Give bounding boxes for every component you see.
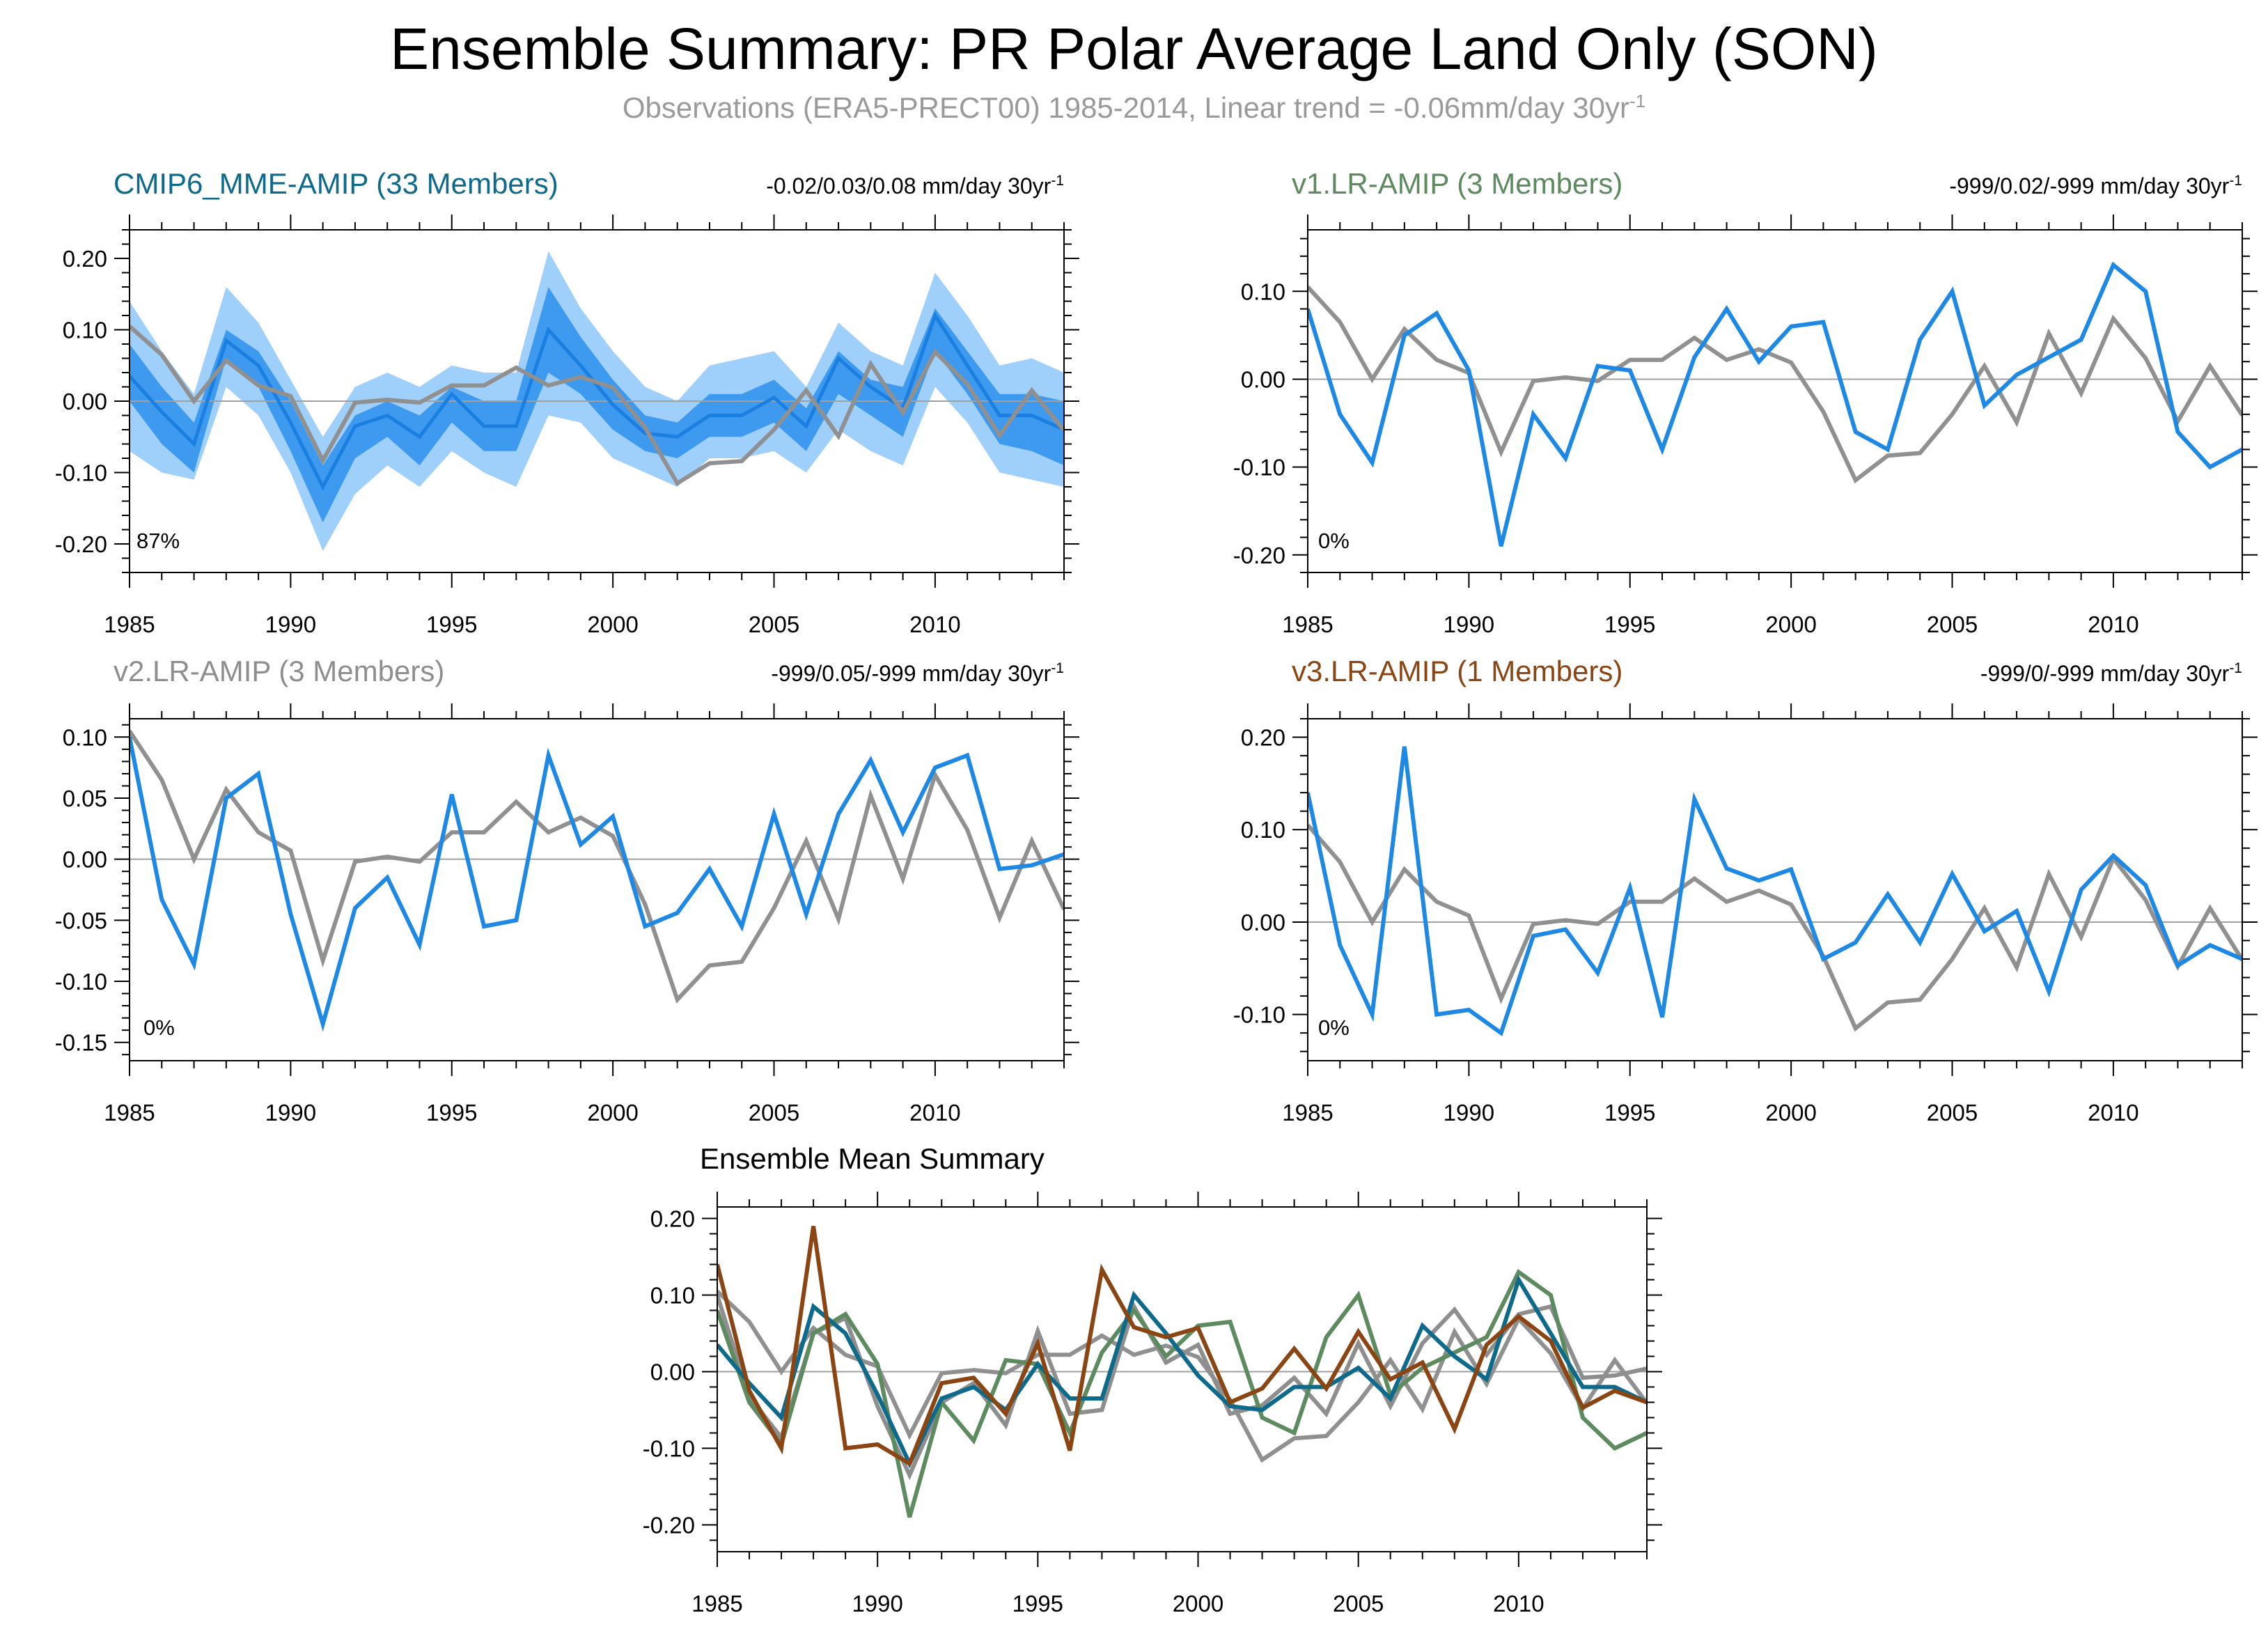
plot-frame xyxy=(1307,229,2243,573)
x-tick-label: 1990 xyxy=(852,1591,902,1616)
x-tick-label: 1995 xyxy=(426,1100,477,1125)
x-tick-label: 2000 xyxy=(587,611,638,637)
figure-subtitle: Observations (ERA5-PRECT00) 1985-2014, L… xyxy=(0,91,2268,125)
percent-label-cmip6: 87% xyxy=(136,529,180,553)
plot-frame xyxy=(1307,718,2243,1061)
x-tick-label: 2000 xyxy=(1173,1591,1223,1616)
y-tick-label: 0.05 xyxy=(63,786,107,811)
plot-area-v1 xyxy=(1308,261,2242,547)
x-tick-label: 2000 xyxy=(1765,1100,1816,1125)
panel-title-cmip6: CMIP6_MME-AMIP (33 Members) xyxy=(114,167,558,200)
figure-title: Ensemble Summary: PR Polar Average Land … xyxy=(390,16,1878,81)
series-line-cmip6-mme-amip xyxy=(717,1275,1647,1469)
x-tick-label: 2010 xyxy=(909,1100,960,1125)
subtitle-superscript: -1 xyxy=(1629,91,1646,111)
series-line-ensemble-mean xyxy=(130,311,1064,491)
x-tick-label: 2000 xyxy=(587,1100,638,1125)
chart-panel-cmip6: CMIP6_MME-AMIP (33 Members) -0.02/0.03/0.… xyxy=(55,167,1079,637)
x-tick-label: 1990 xyxy=(265,1100,316,1125)
x-tick-label: 2010 xyxy=(2088,1100,2138,1125)
plot-area-v3 xyxy=(1308,746,2242,1037)
x-tick-label: 2005 xyxy=(749,611,799,637)
y-tick-label: 0.00 xyxy=(1241,366,1285,392)
series-line-v1-lr-amip xyxy=(717,1268,1647,1518)
y-tick-label: 0.10 xyxy=(63,724,107,750)
x-tick-label: 1985 xyxy=(691,1591,742,1616)
x-tick-label: 1985 xyxy=(104,1100,155,1125)
x-tick-label: 1995 xyxy=(1012,1591,1063,1616)
x-tick-label: 1990 xyxy=(265,611,316,637)
x-tick-label: 2010 xyxy=(2088,611,2138,637)
y-tick-label: 0.20 xyxy=(63,246,107,272)
x-tick-label: 2000 xyxy=(1765,611,1816,637)
x-tick-label: 2005 xyxy=(749,1100,799,1125)
y-tick-label: 0.00 xyxy=(1241,910,1285,935)
y-tick-label: -0.05 xyxy=(55,907,107,933)
plot-area-cmip6 xyxy=(130,251,1064,552)
percent-label-v2: 0% xyxy=(143,1015,175,1040)
chart-panel-v2: v2.LR-AMIP (3 Members) -999/0.05/-999 mm/… xyxy=(55,655,1079,1125)
y-tick-label: -0.20 xyxy=(643,1513,695,1538)
x-tick-label: 1985 xyxy=(1282,611,1333,637)
x-tick-label: 2005 xyxy=(1333,1591,1384,1616)
x-tick-label: 2010 xyxy=(909,611,960,637)
plot-frame xyxy=(717,1206,1648,1552)
y-tick-label: -0.10 xyxy=(1233,1002,1285,1028)
series-line-observations xyxy=(1308,823,2242,1032)
panel-title-summary: Ensemble Mean Summary xyxy=(700,1142,1045,1175)
y-tick-label: 0.10 xyxy=(650,1283,695,1309)
trend-label-v2: -999/0.05/-999 mm/day 30yr-1 xyxy=(771,660,1064,686)
series-line-observations xyxy=(1308,285,2242,484)
x-tick-label: 1990 xyxy=(1444,611,1494,637)
plot-area-summary xyxy=(717,1226,1647,1518)
trend-label-v1: -999/0.02/-999 mm/day 30yr-1 xyxy=(1949,173,2242,198)
y-tick-label: 0.10 xyxy=(1241,817,1285,843)
y-tick-label: 0.00 xyxy=(650,1359,695,1385)
y-tick-label: -0.20 xyxy=(55,531,107,557)
y-tick-label: 0.00 xyxy=(63,389,107,414)
x-tick-label: 1985 xyxy=(104,611,155,637)
x-tick-label: 1995 xyxy=(1604,611,1655,637)
y-tick-label: -0.15 xyxy=(55,1030,107,1056)
percent-label-v1: 0% xyxy=(1318,529,1350,553)
y-tick-label: 0.10 xyxy=(1241,279,1285,304)
series-line-v1-lr-amip xyxy=(1308,261,2242,547)
trend-label-v3: -999/0/-999 mm/day 30yr-1 xyxy=(1980,660,2242,686)
y-tick-label: -0.10 xyxy=(1233,455,1285,481)
y-tick-label: -0.10 xyxy=(55,460,107,486)
y-tick-label: -0.10 xyxy=(55,969,107,995)
series-line-v3-lr-amip xyxy=(1308,746,2242,1037)
x-tick-label: 1990 xyxy=(1444,1100,1494,1125)
chart-panel-v1: v1.LR-AMIP (3 Members) -999/0.02/-999 mm/… xyxy=(1233,167,2258,637)
x-tick-label: 1995 xyxy=(426,611,477,637)
x-tick-label: 2005 xyxy=(1927,1100,1978,1125)
y-tick-label: 0.00 xyxy=(63,847,107,873)
panel-title-v3: v3.LR-AMIP (1 Members) xyxy=(1292,655,1622,687)
series-line-observations xyxy=(130,729,1064,1004)
x-tick-label: 2010 xyxy=(1493,1591,1544,1616)
series-line-v3-lr-amip xyxy=(717,1226,1647,1467)
x-tick-label: 1985 xyxy=(1282,1100,1333,1125)
subtitle-text: Observations (ERA5-PRECT00) 1985-2014, L… xyxy=(622,91,1630,124)
y-tick-label: 0.10 xyxy=(63,318,107,343)
x-tick-label: 1995 xyxy=(1604,1100,1655,1125)
panel-title-v2: v2.LR-AMIP (3 Members) xyxy=(114,655,444,687)
trend-label-cmip6: -0.02/0.03/0.08 mm/day 30yr-1 xyxy=(766,173,1064,198)
y-tick-label: 0.20 xyxy=(650,1206,695,1232)
plot-frame xyxy=(129,718,1065,1061)
spread-band-inner xyxy=(130,287,1064,523)
series-line-v2-lr-amip xyxy=(130,736,1064,1032)
chart-panel-summary: Ensemble Mean Summary 1985 1990 1995 2000 200… xyxy=(643,1142,1662,1616)
x-tick-label: 2005 xyxy=(1927,611,1978,637)
chart-panel-v3: v3.LR-AMIP (1 Members) -999/0/-999 mm/day… xyxy=(1233,655,2258,1125)
y-tick-label: 0.20 xyxy=(1241,725,1285,751)
y-tick-label: -0.20 xyxy=(1233,543,1285,568)
series-line-observations xyxy=(130,325,1064,487)
y-tick-label: -0.10 xyxy=(643,1436,695,1462)
percent-label-v3: 0% xyxy=(1318,1015,1350,1040)
plot-area-v2 xyxy=(130,729,1064,1032)
panel-title-v1: v1.LR-AMIP (3 Members) xyxy=(1292,167,1622,200)
